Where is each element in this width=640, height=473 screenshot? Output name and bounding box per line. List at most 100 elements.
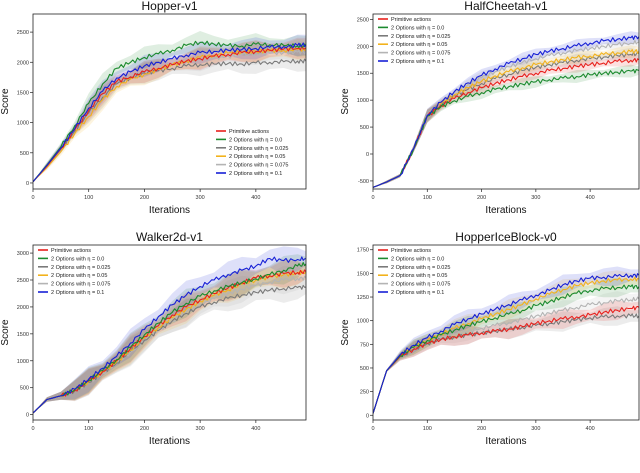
line-2-options-with-0-1 <box>33 256 306 414</box>
y-tick-label: 1500 <box>357 71 369 77</box>
panel-hopper: Hopper-v1 0 100 200 300 400 0 500 1000 1500 2000 25… <box>0 0 307 216</box>
chart-title: Walker2d-v1 <box>136 230 203 244</box>
panel-hoppericeblock: HopperIceBlock-v0 0 100 200 300 400 0 250 500 750… <box>340 230 640 447</box>
x-tick-label: 200 <box>140 426 149 432</box>
legend-label: 2 Options with η = 0.1 <box>51 290 104 296</box>
y-tick-label: 2500 <box>17 278 29 284</box>
chart-title: Hopper-v1 <box>141 0 197 13</box>
x-tick-label: 100 <box>84 195 93 201</box>
legend-label: 2 Options with η = 0.075 <box>51 282 110 288</box>
line-primitive-actions <box>373 305 639 414</box>
y-tick-label: 2500 <box>357 17 369 23</box>
line-2-options-with-0-025 <box>33 284 306 414</box>
x-tick-label: 300 <box>531 426 540 432</box>
line-2-options-with-0-0 <box>33 40 306 183</box>
y-axis-label: Score <box>340 319 351 346</box>
legend-label: 2 Options with η = 0.1 <box>229 171 282 177</box>
band-2-options-with-0-0 <box>373 277 639 414</box>
x-tick-label: 0 <box>31 426 34 432</box>
x-tick-label: 200 <box>140 195 149 201</box>
legend-label: 2 Options with η = 0.0 <box>51 256 104 262</box>
legend-label: Primitive actions <box>391 248 431 254</box>
y-tick-label: 2000 <box>17 305 29 311</box>
y-axis-label: Score <box>340 88 351 115</box>
legend-label: 2 Options with η = 0.0 <box>391 25 444 31</box>
y-tick-label: 500 <box>360 125 369 131</box>
x-tick-label: 400 <box>586 426 595 432</box>
y-tick-label: 0 <box>26 413 29 419</box>
legend-label: 2 Options with η = 0.075 <box>229 163 288 169</box>
y-tick-label: 750 <box>360 342 369 348</box>
x-tick-label: 100 <box>423 195 432 201</box>
x-tick-label: 100 <box>423 426 432 432</box>
x-axis-label: Iterations <box>149 436 190 447</box>
line-2-options-with-0-0 <box>373 284 639 414</box>
chart-title: HopperIceBlock-v0 <box>455 230 557 244</box>
panel-halfcheetah: HalfCheetah-v1 0 100 200 300 400 -500 0 500 1000 1… <box>340 0 640 216</box>
y-tick-label: 2000 <box>17 60 29 66</box>
y-tick-label: 1500 <box>17 90 29 96</box>
line-2-options-with-0-025 <box>373 313 639 414</box>
x-tick-label: 0 <box>371 195 374 201</box>
band-2-options-with-0-025 <box>33 274 306 413</box>
y-tick-label: 2500 <box>17 30 29 36</box>
band-2-options-with-0-025 <box>373 306 639 414</box>
y-tick-label: 250 <box>360 390 369 396</box>
y-tick-label: 0 <box>26 181 29 187</box>
y-tick-label: 0 <box>366 152 369 158</box>
x-tick-label: 0 <box>371 426 374 432</box>
legend-label: Primitive actions <box>391 17 431 23</box>
legend-label: 2 Options with η = 0.05 <box>51 273 107 279</box>
plot-frame <box>372 13 640 190</box>
y-tick-label: 500 <box>20 386 29 392</box>
chart-title: HalfCheetah-v1 <box>464 0 548 13</box>
y-tick-label: 500 <box>360 366 369 372</box>
y-tick-label: 1000 <box>17 359 29 365</box>
y-tick-label: 1250 <box>357 295 369 301</box>
legend-label: 2 Options with η = 0.05 <box>391 42 447 48</box>
legend-label: 2 Options with η = 0.075 <box>391 51 450 57</box>
x-tick-label: 100 <box>84 426 93 432</box>
y-axis-label: Score <box>0 88 11 115</box>
plot-frame <box>32 244 307 421</box>
x-tick-label: 300 <box>196 195 205 201</box>
x-tick-label: 400 <box>586 195 595 201</box>
legend-label: 2 Options with η = 0.05 <box>229 154 285 160</box>
band-2-options-with-0-0 <box>373 64 639 188</box>
confidence-bands <box>373 266 639 414</box>
y-tick-label: 3000 <box>17 251 29 257</box>
x-tick-label: 400 <box>251 426 260 432</box>
line-2-options-with-0-1 <box>373 35 639 188</box>
x-tick-label: 0 <box>31 195 34 201</box>
legend-label: 2 Options with η = 0.025 <box>391 34 450 40</box>
y-axis-label: Score <box>0 319 11 346</box>
y-tick-label: 500 <box>20 151 29 157</box>
y-tick-label: 1000 <box>357 319 369 325</box>
legend-label: 2 Options with η = 0.025 <box>391 265 450 271</box>
legend-label: 2 Options with η = 0.025 <box>51 265 110 271</box>
legend-label: 2 Options with η = 0.05 <box>391 273 447 279</box>
x-tick-label: 200 <box>477 426 486 432</box>
legend-label: 2 Options with η = 0.0 <box>391 256 444 262</box>
plot-frame <box>372 244 640 421</box>
line-2-options-with-0-05 <box>373 276 639 414</box>
line-2-options-with-0-1 <box>33 42 306 183</box>
line-2-options-with-0-1 <box>373 273 639 414</box>
legend-label: 2 Options with η = 0.1 <box>391 59 444 65</box>
series-lines <box>373 273 639 414</box>
series-lines <box>33 40 306 183</box>
x-axis-label: Iterations <box>485 436 526 447</box>
y-tick-label: 1500 <box>357 271 369 277</box>
line-2-options-with-0-0 <box>33 261 306 414</box>
x-tick-label: 300 <box>531 195 540 201</box>
y-tick-label: 1500 <box>17 332 29 338</box>
band-2-options-with-0-1 <box>33 246 306 413</box>
panel-walker2d: Walker2d-v1 0 100 200 300 400 0 500 1000 1500 2000… <box>0 230 307 447</box>
line-2-options-with-0-075 <box>373 296 639 414</box>
band-2-options-with-0-1 <box>373 266 639 414</box>
line-primitive-actions <box>373 57 639 188</box>
legend-label: 2 Options with η = 0.075 <box>391 282 450 288</box>
legend-label: 2 Options with η = 0.025 <box>229 146 288 152</box>
